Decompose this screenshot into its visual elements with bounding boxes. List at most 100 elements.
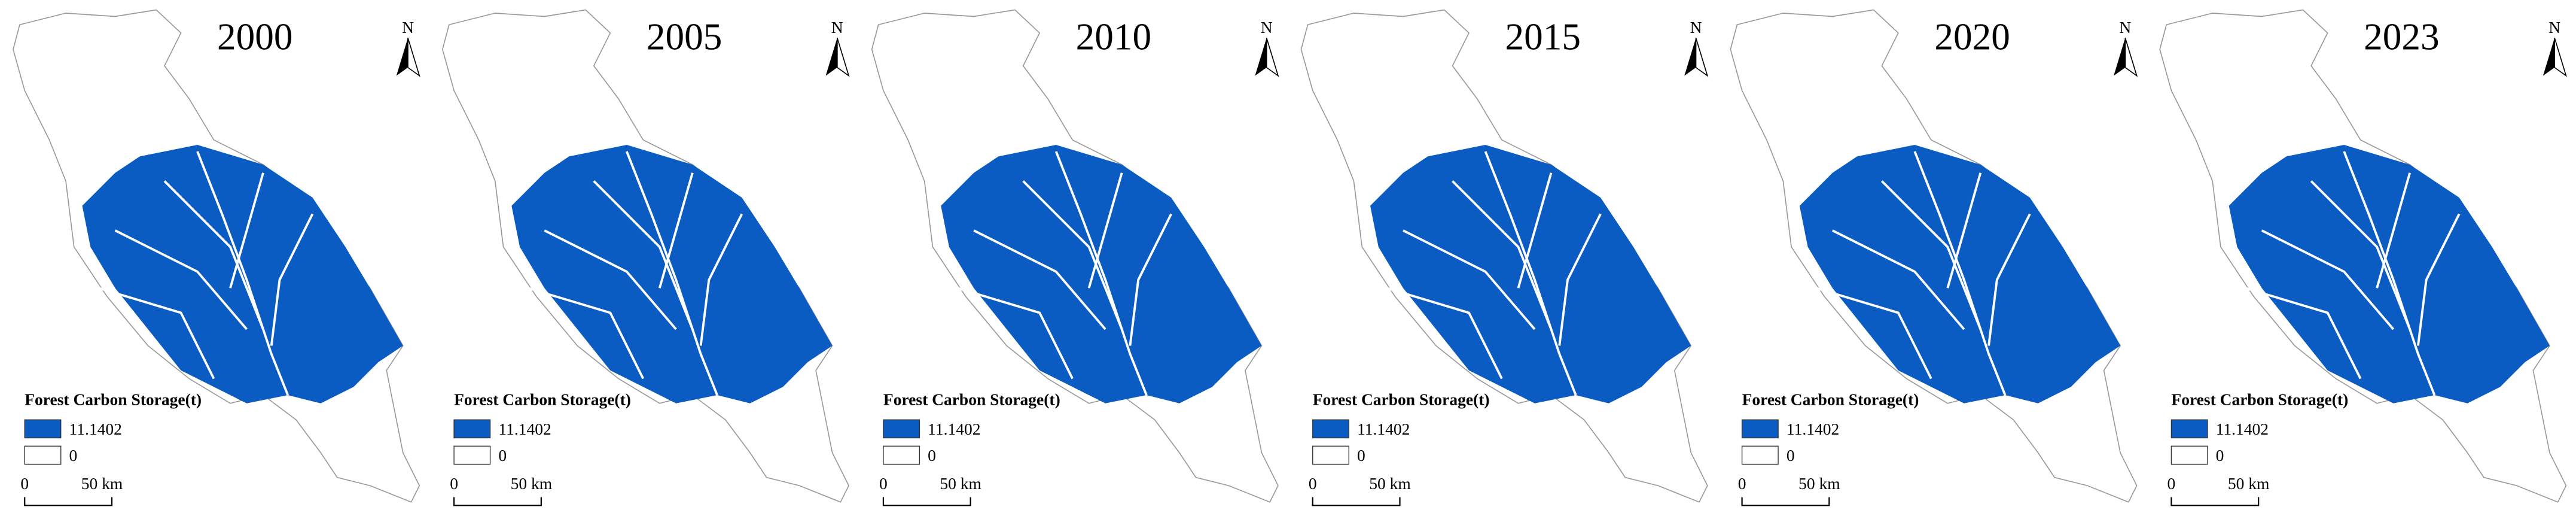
scale-label: 0 [2168,474,2176,493]
river-gap [1558,213,1602,346]
scale-label: 50 km [2228,474,2270,493]
river-gap [1484,151,1577,396]
river-gap [1054,151,1148,396]
north-arrow [1684,38,1696,76]
legend-label: 11.1402 [1357,420,1410,438]
north-arrow [837,38,850,77]
scale-bar [1312,497,1401,506]
year-title: 2020 [1934,16,2010,58]
legend-title: Forest Carbon Storage(t) [1313,390,1490,409]
river-gap [593,180,694,330]
legend-label: 0 [1357,446,1365,465]
legend-swatch [1741,419,1779,439]
legend-label: 0 [69,446,78,465]
scale-label: 0 [1309,474,1317,493]
river-gap [1386,287,1503,380]
scale-label: 0 [450,474,458,493]
year-title: 2023 [2364,16,2440,58]
scale-label: 0 [879,474,888,493]
river-gap [1946,172,1982,289]
north-arrow [1266,38,1279,77]
river-gap [270,213,314,346]
legend-swatch [883,419,920,439]
legend-label: 0 [498,446,507,465]
river-gap [1129,213,1172,346]
river-gap [1815,287,1932,380]
river-gap [544,229,677,330]
river-gap [1452,180,1553,330]
legend-swatch [2170,445,2208,465]
river-gap [114,229,248,330]
year-title: 2005 [647,16,723,58]
river-gap [1022,180,1123,330]
north-label: N [402,18,414,37]
north-arrow [2124,38,2138,77]
year-title: 2000 [217,16,293,58]
river-gap [1403,229,1536,330]
river-gap [528,287,645,380]
scale-bar [882,497,971,506]
river-gap [973,229,1106,330]
north-label: N [1690,18,1702,37]
legend-title: Forest Carbon Storage(t) [2171,390,2348,409]
legend-swatch [1741,445,1779,465]
river-gap [1087,172,1123,289]
scale-bar [2170,497,2260,506]
legend-swatch [453,445,491,465]
scale-label: 0 [20,474,29,493]
legend-swatch [24,445,62,465]
forest-area [511,145,833,403]
scale-bar [1741,497,1830,506]
forest-area [82,145,403,403]
forest-area [2229,145,2550,403]
north-label: N [2119,18,2131,37]
scale-label: 50 km [940,474,981,493]
scale-label: 0 [1738,474,1746,493]
legend-title: Forest Carbon Storage(t) [454,390,631,409]
scale-bar [24,497,113,506]
north-label: N [1261,18,1273,37]
legend-swatch [24,419,62,439]
legend-title: Forest Carbon Storage(t) [25,390,202,409]
legend-label: 0 [2216,446,2224,465]
river-gap [1831,229,1965,330]
river-gap [1913,151,2007,396]
river-gap [2245,287,2362,380]
scale-label: 50 km [1369,474,1411,493]
forest-area [1370,145,1691,403]
river-gap [163,180,264,330]
river-gap [2417,213,2461,346]
river-gap [658,172,694,289]
forest-area [1799,145,2121,403]
river-gap [957,287,1074,380]
year-title: 2015 [1505,16,1581,58]
river-gap [2376,172,2412,289]
legend-label: 11.1402 [69,420,122,438]
north-arrow [2543,38,2555,76]
forest-area [941,145,1262,403]
legend-label: 0 [928,446,936,465]
year-title: 2010 [1076,16,1152,58]
north-arrow [396,38,408,76]
north-arrow [2114,38,2126,76]
north-arrow [825,38,837,76]
legend-label: 11.1402 [928,420,980,438]
scale-label: 50 km [81,474,123,493]
river-gap [229,172,264,289]
legend-swatch [453,419,491,439]
river-gap [626,151,718,396]
river-gap [699,213,743,346]
river-gap [1987,213,2031,346]
river-gap [2261,229,2395,330]
river-gap [1880,180,1982,330]
river-gap [196,151,289,396]
legend-swatch [1312,445,1349,465]
scale-label: 50 km [1798,474,1840,493]
river-gap [2310,180,2411,330]
legend-swatch [883,445,920,465]
